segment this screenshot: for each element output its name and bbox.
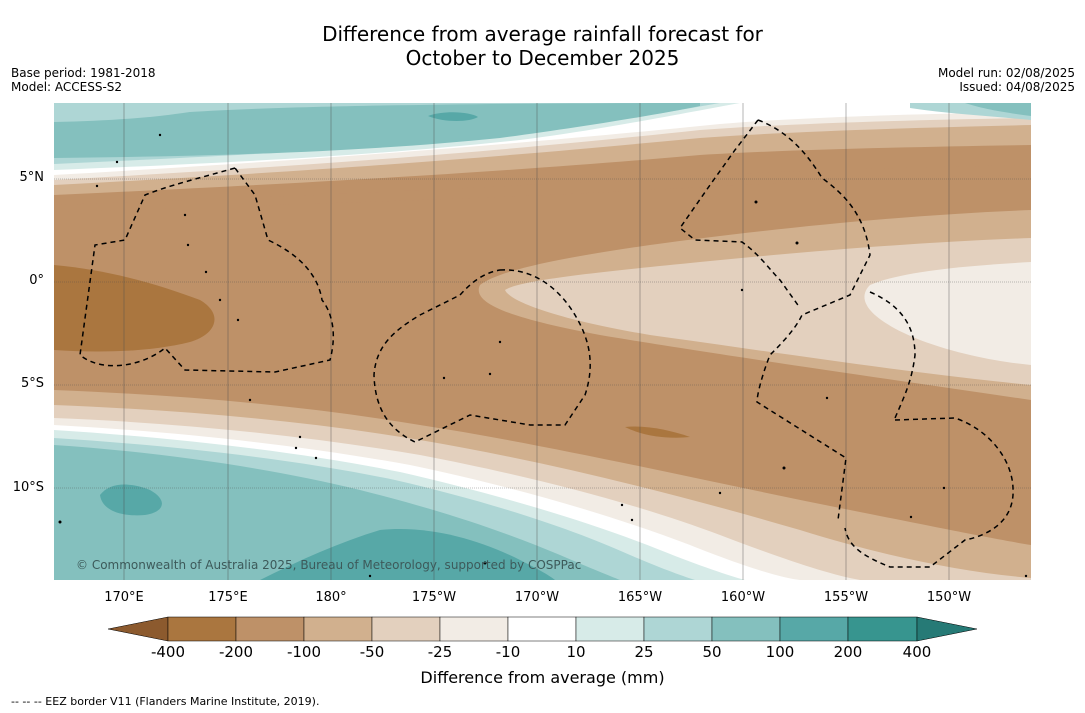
eez-border-french-polynesia-north — [869, 291, 916, 419]
eez-border-french-polynesia — [844, 417, 1014, 568]
lon-label: 175°E — [208, 590, 248, 605]
title-line-2: October to December 2025 — [405, 46, 680, 70]
colorbar-tick: 25 — [634, 643, 654, 661]
west-anomaly-neg200 — [54, 265, 215, 352]
colorbar-tick: -400 — [150, 643, 186, 661]
colorbar-tick: 50 — [702, 643, 722, 661]
lat-label-0: 0° — [29, 273, 44, 288]
map-metadata-left: Base period: 1981-2018 Model: ACCESS-S2 — [11, 66, 156, 94]
colorbar-bin — [303, 616, 373, 642]
lon-label: 155°W — [823, 590, 869, 605]
model-name: Model: ACCESS-S2 — [11, 80, 123, 94]
issued-date: Issued: 04/08/2025 — [959, 80, 1075, 94]
eez-border-line-islands — [756, 119, 871, 521]
graticule — [54, 103, 1031, 580]
title-line-1: Difference from average rainfall forecas… — [322, 22, 763, 46]
map-metadata-right: Model run: 02/08/2025 Issued: 04/08/2025 — [938, 66, 1075, 94]
colorbar-bin — [847, 616, 918, 642]
colorbar-bin — [235, 616, 305, 642]
colorbar — [107, 616, 978, 642]
colorbar-bin — [167, 616, 237, 642]
lon-label: 165°W — [617, 590, 663, 605]
map-fill-layer — [54, 103, 1031, 580]
colorbar-tick: 400 — [902, 643, 932, 661]
north-pocket-100-200 — [428, 112, 478, 121]
north-pocket-right-50-100 — [965, 103, 1031, 116]
lon-label: 150°W — [926, 590, 972, 605]
eez-border-tuvalu — [79, 167, 335, 373]
lon-label: 170°E — [104, 590, 144, 605]
colorbar-bin — [779, 616, 849, 642]
lat-label-10s: 10°S — [12, 480, 44, 495]
island-markers — [58, 133, 1028, 578]
north-band-50-100 — [54, 103, 700, 158]
lon-label: 180° — [315, 590, 347, 605]
colorbar-bin — [575, 616, 645, 642]
colorbar-bin — [711, 616, 781, 642]
colorbar-bin — [643, 616, 713, 642]
eez-border-phoenix — [373, 269, 591, 443]
model-run-date: Model run: 02/08/2025 — [937, 66, 1075, 80]
east-band-neg10 — [864, 262, 1031, 365]
colorbar-tick: -200 — [218, 643, 254, 661]
colorbar-title: Difference from average (mm) — [420, 668, 665, 687]
colorbar-tick: 10 — [566, 643, 586, 661]
north-strip-neg100 — [54, 165, 1031, 212]
central-south-anomaly-neg200 — [625, 426, 690, 438]
colorbar-extend-high — [916, 616, 978, 642]
colorbar-tick: 100 — [765, 643, 795, 661]
colorbar-tick: 200 — [833, 643, 863, 661]
colorbar-bin — [439, 616, 509, 642]
colorbar-tick: -10 — [495, 643, 521, 661]
colorbar-tick: -25 — [427, 643, 453, 661]
colorbar-tick: -50 — [359, 643, 385, 661]
lon-label: 170°W — [514, 590, 560, 605]
north-pocket-25-50 — [54, 103, 230, 122]
colorbar-tick: -100 — [286, 643, 322, 661]
lat-label-5n: 5°N — [19, 170, 45, 185]
lon-label: 160°W — [720, 590, 766, 605]
colorbar-bin — [371, 616, 441, 642]
southwest-pocket-100-200 — [100, 484, 162, 516]
eez-borders — [79, 119, 1014, 568]
lon-label: 175°W — [411, 590, 457, 605]
eez-legend-note: -- -- -- EEZ border V11 (Flanders Marine… — [11, 695, 320, 708]
colorbar-extend-low — [107, 616, 169, 642]
colorbar-bin — [507, 616, 577, 642]
copyright-notice: © Commonwealth of Australia 2025, Bureau… — [76, 558, 582, 572]
base-period: Base period: 1981-2018 — [11, 66, 156, 80]
south-band-100-200 — [260, 529, 555, 580]
east-band-neg25 — [505, 238, 1031, 385]
lat-label-5s: 5°S — [20, 376, 44, 391]
